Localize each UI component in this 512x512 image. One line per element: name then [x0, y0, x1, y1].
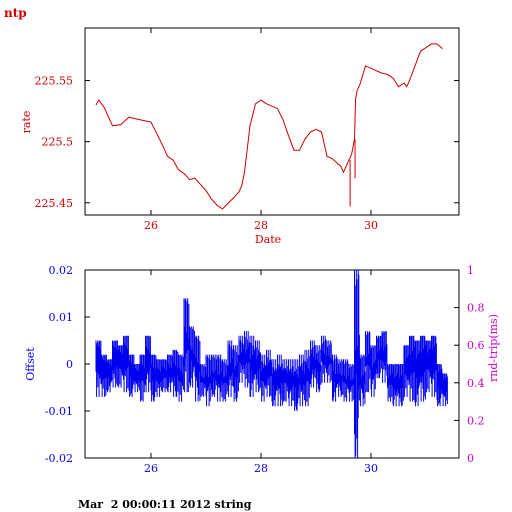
offset-y-tick-label: 0: [66, 358, 73, 371]
rtt-y-tick-label: 0.2: [467, 414, 485, 427]
offset-y-tick-label: -0.02: [45, 452, 73, 465]
rtt-y-tick-label: 0: [467, 452, 474, 465]
rate-x-tick-label: 26: [144, 219, 158, 232]
rate-plot-frame: [84, 27, 460, 216]
offset-series-trace: [95, 270, 448, 458]
offset-x-tick-label: 26: [144, 462, 158, 475]
offset-x-tick-label: 30: [364, 462, 378, 475]
rate-series-layer: 26 28 30 225.45 225.5 225.55: [35, 28, 459, 232]
rtt-y-tick-label: 0.4: [467, 377, 485, 390]
offset-x-tick-label: 28: [254, 462, 268, 475]
rate-x-tick-label: 30: [364, 219, 378, 232]
rtt-y-tick-label: 1: [467, 264, 474, 277]
rate-x-axis-label: Date: [255, 233, 281, 246]
rate-series-line: [95, 43, 443, 210]
offset-y-tick-label: 0.01: [49, 311, 74, 324]
rate-x-tick-label: 28: [254, 219, 268, 232]
offset-y-axis-label: Offset: [24, 347, 37, 381]
offset-y-tick-label: -0.01: [45, 405, 73, 418]
rate-y-tick-label: 225.5: [42, 136, 74, 149]
footer-caption: Mar 2 00:00:11 2012 string: [78, 498, 252, 511]
rate-y-tick-label: 225.45: [35, 197, 74, 210]
rtt-y-tick-label: 0.8: [467, 302, 485, 315]
offset-series-layer: 26 28 30 -0.02 -0.01 0 0.01 0.02 0 0.2 0.4 0.6 0.8 1: [45, 264, 485, 475]
rate-y-axis-label: rate: [20, 111, 33, 134]
rate-y-tick-label: 225.55: [35, 75, 74, 88]
page-title: ntp: [4, 6, 27, 20]
rtt-y-tick-label: 0.6: [467, 339, 485, 352]
offset-y-tick-label: 0.02: [49, 264, 74, 277]
rtt-y-axis-label: rnd-trip(ms): [487, 314, 500, 382]
